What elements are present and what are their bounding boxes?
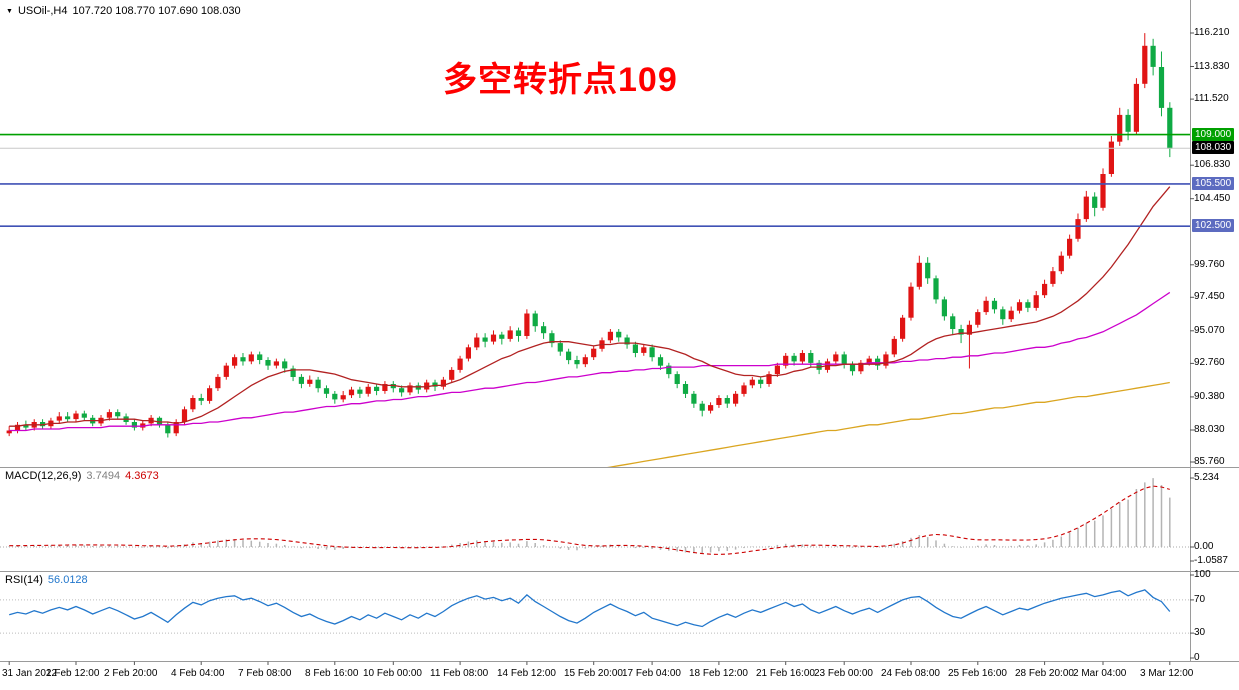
rsi-tick-label: 0 xyxy=(1194,652,1200,663)
price-tick-label: 113.830 xyxy=(1194,61,1230,72)
rsi-tick-label: 30 xyxy=(1194,627,1206,638)
price-tick-label: 92.760 xyxy=(1194,357,1225,368)
time-axis-label: 31 Jan 2022 xyxy=(2,668,58,679)
annotation-text: 多空转折点109 xyxy=(443,61,678,99)
time-axis-label: 18 Feb 12:00 xyxy=(689,668,748,679)
ma-mid-magenta xyxy=(9,291,1171,432)
time-axis-label: 14 Feb 12:00 xyxy=(497,668,556,679)
time-axis-label: 8 Feb 16:00 xyxy=(305,668,359,679)
chart-menu-icon[interactable]: ▼ xyxy=(6,7,13,15)
macd-name: MACD(12,26,9) xyxy=(5,470,82,482)
time-axis-label: 7 Feb 08:00 xyxy=(238,668,292,679)
rsi-tick-label: 100 xyxy=(1194,569,1211,580)
price-tick-label: 99.760 xyxy=(1194,259,1225,270)
price-tick-label: 111.520 xyxy=(1194,93,1229,104)
price-tick-label: 116.210 xyxy=(1194,27,1230,38)
time-axis-label: 15 Feb 20:00 xyxy=(564,668,623,679)
time-axis-label: 2 Mar 04:00 xyxy=(1073,668,1127,679)
price-tick-label: 104.450 xyxy=(1194,193,1231,204)
time-axis[interactable]: 31 Jan 2022 1 Feb 12:00 2 Feb 20:00 4 Feb 0… xyxy=(0,668,1194,688)
macd-histogram xyxy=(8,478,1171,554)
macd-tick-label: 0.00 xyxy=(1194,541,1214,552)
ohlc-values: 107.720 108.770 107.690 108.030 xyxy=(72,5,241,17)
macd-tick-label: -1.0587 xyxy=(1194,555,1228,566)
price-tick-label: 88.030 xyxy=(1194,424,1225,435)
time-axis-label: 10 Feb 00:00 xyxy=(363,668,422,679)
price-tag: 102.500 xyxy=(1192,219,1235,232)
macd-tick-label: 5.234 xyxy=(1194,472,1220,483)
time-axis-label: 17 Feb 04:00 xyxy=(622,668,681,679)
price-tick-label: 95.070 xyxy=(1194,325,1225,336)
price-tick-label: 85.760 xyxy=(1194,456,1225,467)
rsi-panel[interactable] xyxy=(0,589,1190,634)
macd-main-value: 3.7494 xyxy=(86,470,121,482)
rsi-indicator-label: RSI(14) 56.0128 xyxy=(5,574,93,586)
price-tag: 105.500 xyxy=(1192,177,1235,190)
price-tick-label: 90.380 xyxy=(1194,391,1225,402)
time-axis-label: 28 Feb 20:00 xyxy=(1015,668,1074,679)
price-tick-label: 97.450 xyxy=(1194,291,1225,302)
time-axis-label: 23 Feb 00:00 xyxy=(814,668,873,679)
macd-signal-line xyxy=(9,485,1170,555)
price-scale[interactable]: 116.210 113.830 111.520 106.830 104.450 99.76… xyxy=(1192,0,1239,690)
time-axis-label: 24 Feb 08:00 xyxy=(881,668,940,679)
time-axis-label: 3 Mar 12:00 xyxy=(1140,668,1194,679)
rsi-line xyxy=(9,589,1171,628)
chart-title: ▼ USOil-,H4 107.720 108.770 107.690 108.… xyxy=(6,5,241,17)
time-axis-label: 1 Feb 12:00 xyxy=(46,668,100,679)
macd-signal-value: 4.3673 xyxy=(125,470,159,482)
time-axis-label: 2 Feb 20:00 xyxy=(104,668,158,679)
time-axis-label: 21 Feb 16:00 xyxy=(756,668,815,679)
time-axis-label: 25 Feb 16:00 xyxy=(948,668,1007,679)
ma-slow-orange xyxy=(607,381,1170,467)
symbol-period-label: USOil-,H4 xyxy=(17,5,68,17)
time-axis-label: 4 Feb 04:00 xyxy=(171,668,225,679)
price-tag: 109.000 xyxy=(1192,128,1235,141)
ma-fast-red xyxy=(9,186,1171,427)
macd-panel[interactable] xyxy=(0,478,1190,555)
rsi-tick-label: 70 xyxy=(1194,594,1206,605)
price-tag: 108.030 xyxy=(1192,141,1235,154)
price-panel[interactable] xyxy=(0,33,1190,543)
rsi-value: 56.0128 xyxy=(47,574,88,586)
macd-indicator-label: MACD(12,26,9) 3.7494 4.3673 xyxy=(5,470,164,482)
price-tick-label: 106.830 xyxy=(1194,159,1231,170)
time-axis-label: 11 Feb 08:00 xyxy=(430,668,489,679)
rsi-name: RSI(14) xyxy=(5,574,43,586)
